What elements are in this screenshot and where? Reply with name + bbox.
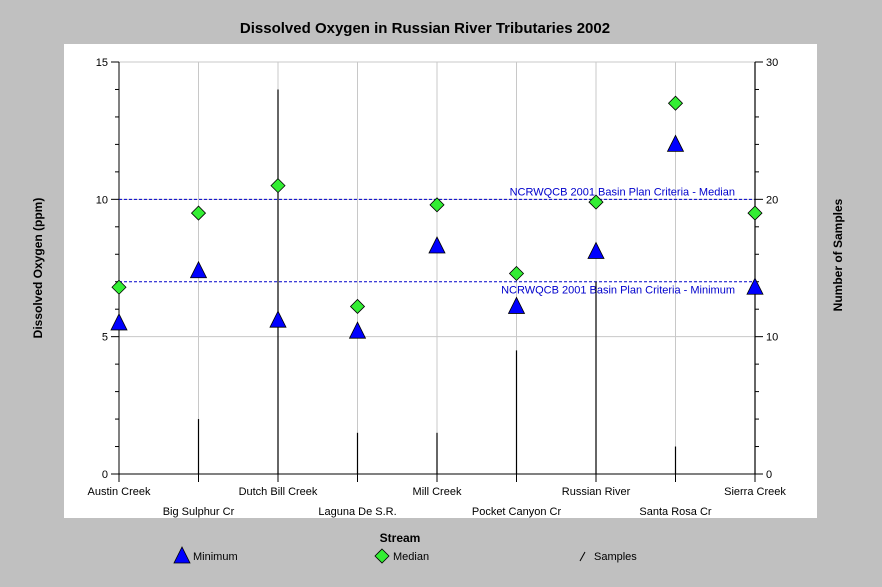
minimum-marker bbox=[348, 321, 367, 339]
y2-tick-label: 10 bbox=[766, 332, 778, 344]
y2-tick-label: 0 bbox=[766, 469, 772, 481]
median-marker bbox=[349, 298, 366, 315]
median-marker bbox=[190, 205, 207, 221]
criteria-label: NCRWQCB 2001 Basin Plan Criteria - Minim… bbox=[501, 285, 735, 297]
legend-minimum-marker bbox=[173, 546, 191, 564]
minimum-marker bbox=[666, 134, 685, 152]
x-tick-label: Pocket Canyon Cr bbox=[472, 506, 562, 518]
y-axis-label: Dissolved Oxygen (ppm) bbox=[31, 198, 45, 339]
legend-samples-label: Samples bbox=[594, 551, 637, 563]
x-tick-label: Austin Creek bbox=[88, 486, 151, 498]
x-tick-label: Dutch Bill Creek bbox=[239, 486, 318, 498]
median-marker bbox=[429, 197, 445, 213]
minimum-marker bbox=[269, 310, 287, 328]
median-marker bbox=[508, 265, 525, 282]
legend-median-label: Median bbox=[393, 551, 429, 563]
legend-median-marker bbox=[374, 548, 390, 564]
minimum-marker bbox=[587, 241, 605, 259]
y-tick-label: 0 bbox=[102, 469, 108, 481]
minimum-marker bbox=[746, 277, 764, 295]
median-marker bbox=[588, 194, 604, 210]
minimum-marker bbox=[189, 260, 208, 279]
chart-panel bbox=[64, 44, 817, 518]
minimum-marker bbox=[428, 236, 446, 254]
median-marker bbox=[270, 178, 286, 194]
plot-area: 0 5 10 15 0 10 20 30 Austin Creek Big Sulphur Cr D… bbox=[88, 57, 787, 518]
criteria-label: NCRWQCB 2001 Basin Plan Criteria - Media… bbox=[510, 186, 735, 198]
x-tick-label: Sierra Creek bbox=[724, 486, 786, 498]
legend-samples-marker bbox=[579, 551, 586, 562]
legend: Minimum Median Samples bbox=[173, 546, 637, 564]
legend-minimum-label: Minimum bbox=[193, 551, 238, 563]
median-marker bbox=[747, 205, 763, 221]
chart-title: Dissolved Oxygen in Russian River Tribut… bbox=[240, 20, 610, 37]
minimum-marker bbox=[110, 313, 128, 331]
minimum-marker bbox=[507, 296, 526, 314]
y2-tick-label: 30 bbox=[766, 57, 778, 69]
x-tick-label: Santa Rosa Cr bbox=[639, 506, 711, 518]
y-tick-label: 10 bbox=[96, 194, 108, 206]
median-marker bbox=[111, 279, 127, 295]
x-tick-label: Big Sulphur Cr bbox=[163, 506, 235, 518]
y-tick-label: 15 bbox=[96, 57, 108, 69]
median-marker bbox=[667, 95, 684, 111]
y-tick-label: 5 bbox=[102, 332, 108, 344]
x-tick-label: Russian River bbox=[562, 486, 631, 498]
x-axis-label: Stream bbox=[380, 531, 421, 545]
x-tick-label: Mill Creek bbox=[413, 486, 462, 498]
x-tick-label: Laguna De S.R. bbox=[318, 506, 396, 518]
y2-tick-label: 20 bbox=[766, 194, 778, 206]
y2-axis-label: Number of Samples bbox=[831, 198, 845, 311]
